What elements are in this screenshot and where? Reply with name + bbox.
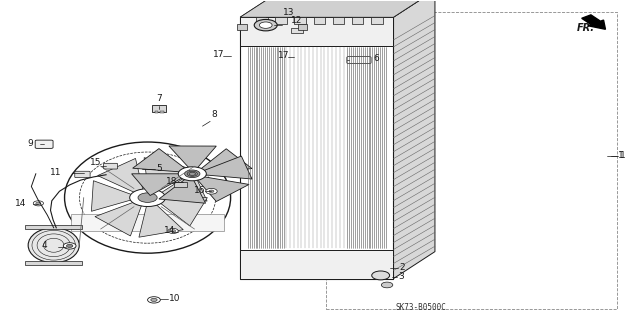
- Bar: [371, 17, 383, 24]
- Ellipse shape: [28, 228, 79, 263]
- Polygon shape: [202, 156, 252, 179]
- Polygon shape: [197, 176, 249, 202]
- Circle shape: [209, 190, 214, 193]
- Bar: [25, 261, 83, 265]
- Circle shape: [36, 202, 41, 204]
- Polygon shape: [132, 174, 183, 196]
- Text: 12: 12: [291, 16, 302, 25]
- FancyArrow shape: [582, 15, 605, 29]
- Text: 17: 17: [212, 50, 224, 59]
- Circle shape: [372, 271, 390, 280]
- Bar: [314, 17, 325, 24]
- Bar: [240, 17, 394, 46]
- Bar: [237, 24, 246, 30]
- Text: 3: 3: [399, 272, 404, 281]
- Text: 14: 14: [164, 226, 175, 234]
- Text: 11: 11: [50, 168, 61, 177]
- Circle shape: [171, 230, 175, 232]
- Text: 9: 9: [27, 139, 33, 148]
- FancyBboxPatch shape: [35, 140, 53, 148]
- Text: 1: 1: [618, 151, 624, 160]
- Text: SK73-B0500C: SK73-B0500C: [396, 303, 446, 312]
- Circle shape: [67, 244, 73, 248]
- Circle shape: [63, 243, 76, 249]
- FancyBboxPatch shape: [173, 182, 186, 188]
- Circle shape: [259, 22, 272, 28]
- Polygon shape: [169, 146, 216, 168]
- Text: 5: 5: [157, 164, 163, 173]
- Polygon shape: [92, 181, 132, 211]
- Polygon shape: [98, 159, 143, 193]
- Bar: [275, 17, 287, 24]
- Bar: [333, 17, 344, 24]
- Text: 13: 13: [283, 8, 294, 17]
- Polygon shape: [159, 179, 205, 203]
- Text: 1: 1: [620, 151, 625, 160]
- Polygon shape: [394, 0, 435, 278]
- Circle shape: [205, 189, 217, 194]
- Circle shape: [184, 170, 200, 178]
- Bar: [161, 111, 164, 113]
- Polygon shape: [240, 0, 435, 17]
- Circle shape: [151, 298, 157, 301]
- Polygon shape: [139, 204, 183, 237]
- Polygon shape: [132, 149, 186, 172]
- FancyBboxPatch shape: [104, 163, 118, 169]
- Text: 6: 6: [374, 54, 380, 63]
- Text: 14: 14: [15, 198, 26, 208]
- Bar: [155, 111, 159, 113]
- Text: 10: 10: [170, 294, 180, 303]
- Bar: [240, 17, 394, 278]
- Circle shape: [168, 228, 178, 234]
- FancyBboxPatch shape: [152, 105, 166, 112]
- Circle shape: [178, 167, 206, 181]
- Bar: [352, 17, 364, 24]
- Bar: [71, 214, 224, 231]
- Circle shape: [254, 19, 277, 31]
- Bar: [326, 12, 617, 309]
- Text: 15: 15: [90, 158, 102, 167]
- Text: 4: 4: [42, 241, 47, 250]
- Circle shape: [33, 201, 44, 206]
- Text: 16: 16: [193, 186, 205, 195]
- Text: 8: 8: [211, 110, 217, 119]
- Circle shape: [130, 189, 166, 206]
- Text: 17: 17: [278, 51, 289, 60]
- Polygon shape: [161, 172, 207, 201]
- Polygon shape: [95, 202, 141, 236]
- Circle shape: [138, 193, 157, 202]
- Bar: [256, 17, 268, 24]
- Circle shape: [148, 297, 161, 303]
- Circle shape: [381, 282, 393, 288]
- Polygon shape: [144, 158, 188, 191]
- Bar: [294, 17, 306, 24]
- Text: 18: 18: [166, 177, 177, 186]
- Bar: [298, 24, 307, 30]
- Polygon shape: [200, 149, 252, 173]
- Bar: [25, 225, 83, 229]
- Text: 7: 7: [157, 94, 163, 103]
- Polygon shape: [240, 0, 435, 17]
- Polygon shape: [160, 197, 207, 226]
- FancyBboxPatch shape: [75, 171, 90, 178]
- Text: FR.: FR.: [577, 23, 595, 33]
- Text: 2: 2: [399, 263, 405, 272]
- Bar: [291, 28, 303, 33]
- FancyBboxPatch shape: [347, 56, 371, 63]
- Bar: [240, 250, 394, 278]
